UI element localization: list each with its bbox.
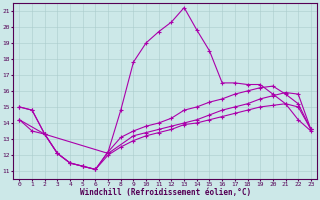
X-axis label: Windchill (Refroidissement éolien,°C): Windchill (Refroidissement éolien,°C) bbox=[80, 188, 251, 197]
